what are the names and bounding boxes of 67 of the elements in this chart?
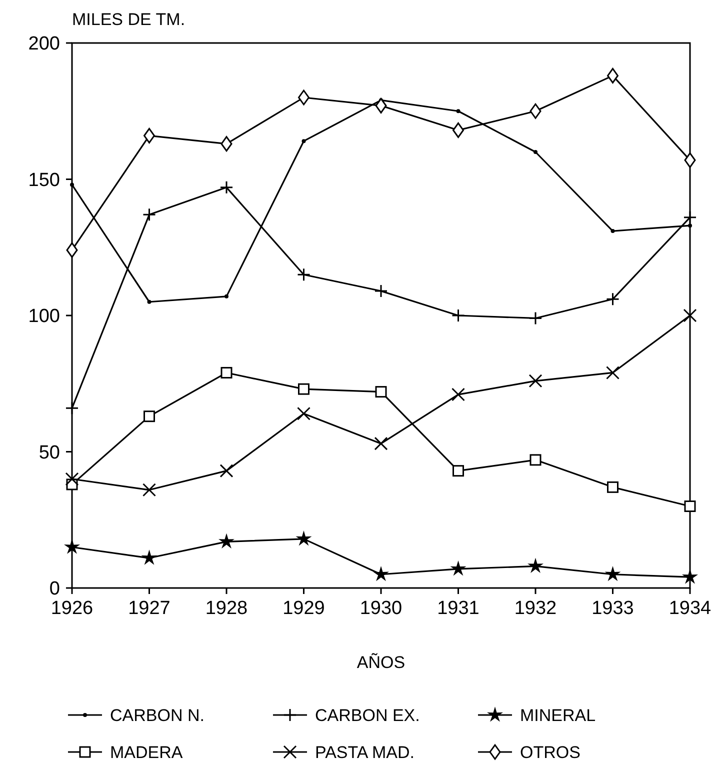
point: [142, 550, 156, 564]
legend-label: MINERAL: [520, 706, 596, 725]
point: [452, 465, 464, 477]
legend-label: CARBON N.: [110, 706, 204, 725]
point: [220, 180, 234, 194]
point: [147, 300, 152, 304]
point: [684, 500, 696, 512]
point: [298, 90, 310, 106]
point: [684, 152, 696, 168]
point: [528, 374, 542, 388]
x-tick-label: 1926: [50, 598, 94, 619]
point: [528, 558, 543, 572]
x-tick-label: 1929: [282, 598, 325, 619]
point: [452, 388, 465, 402]
point: [534, 150, 538, 154]
point: [144, 128, 155, 144]
x-tick-label: 1928: [205, 598, 248, 619]
point: [65, 472, 79, 486]
y-tick-label: 100: [28, 306, 60, 328]
x-tick-label: 1933: [592, 598, 634, 619]
y-tick-label: 50: [38, 442, 60, 464]
point: [375, 386, 387, 398]
point: [607, 68, 618, 84]
legend-label: PASTA MAD.: [315, 742, 415, 762]
x-tick-label: 1934: [668, 598, 712, 619]
x-axis-title: AÑOS: [356, 653, 406, 672]
point: [452, 122, 464, 138]
legend-label: OTROS: [520, 742, 580, 762]
point: [219, 534, 234, 548]
point: [142, 483, 156, 497]
point: [298, 383, 310, 395]
point: [220, 464, 234, 478]
point: [374, 436, 388, 450]
point: [375, 98, 387, 114]
point: [144, 410, 155, 422]
point: [688, 224, 692, 228]
y-tick-label: 150: [28, 170, 60, 191]
x-tick-label: 1931: [437, 598, 480, 619]
point: [220, 136, 232, 152]
point: [70, 182, 74, 187]
point: [606, 566, 620, 580]
point: [682, 570, 698, 584]
point: [297, 406, 310, 420]
point: [456, 109, 460, 114]
point: [296, 532, 311, 546]
point: [451, 562, 466, 575]
point: [610, 229, 615, 234]
x-tick-label: 1930: [360, 598, 402, 619]
point: [607, 481, 618, 493]
point: [374, 284, 388, 298]
legend-label: MADERA: [110, 742, 184, 762]
point: [220, 366, 232, 378]
legend-label: CARBON EX.: [315, 706, 420, 725]
point: [64, 540, 80, 554]
y-axis-title: MILES DE TM.: [72, 10, 186, 29]
point: [66, 242, 78, 258]
y-tick-label: 200: [28, 34, 60, 55]
point: [530, 454, 542, 466]
point: [224, 294, 228, 298]
point: [374, 566, 388, 580]
point: [683, 308, 697, 322]
point: [530, 103, 542, 119]
x-tick-label: 1927: [128, 598, 170, 619]
point: [302, 139, 306, 144]
point: [606, 366, 620, 380]
y-tick-label: 0: [49, 578, 60, 600]
x-tick-label: 1932: [514, 598, 557, 619]
